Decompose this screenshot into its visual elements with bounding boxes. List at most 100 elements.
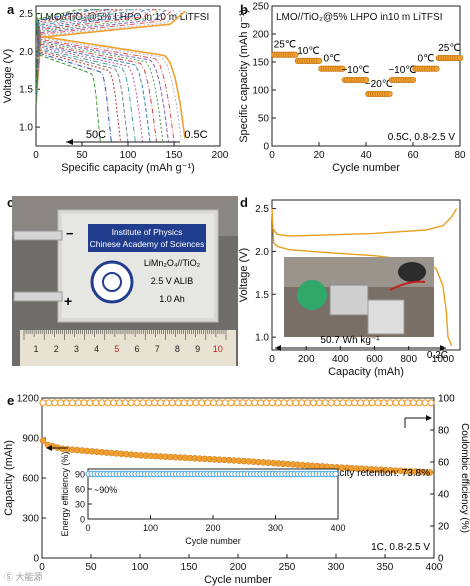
charge-curve-r2 [35,9,182,105]
ce-point [39,399,47,407]
ce-point [80,399,88,407]
ce-point [121,399,129,407]
x-tick-label: 0 [269,354,275,365]
ruler-number: 1 [33,344,38,354]
ce-point [227,399,235,407]
ce-point [362,399,370,407]
capacity-point [339,65,346,72]
ce-point [109,399,118,407]
capacity-point [456,54,464,62]
x-tick-label: 0 [85,523,90,533]
ce-point [192,399,200,407]
x-axis-label: Specific capacity (mAh g⁻¹) [61,162,195,174]
ce-point [398,399,406,407]
inset-bg [88,469,338,519]
ce-point [239,399,247,407]
annotation-50C: 50C [86,129,106,141]
ce-point [168,399,176,407]
panel-letter: e [7,393,14,408]
ce-point [256,399,265,407]
y2-tick-label: 60 [438,458,450,469]
ce-point [298,399,306,407]
panel-letter: a [7,2,15,17]
x-tick-label: 300 [328,562,345,573]
y-tick-label: 2.5 [255,204,269,215]
x-tick-label: 200 [230,562,247,573]
y2-tick-label: 0 [438,554,444,565]
ce-point [204,399,212,407]
y-tick-label: 0 [80,515,85,525]
charge-curve-r3 [35,9,175,105]
condition-note: 0.5C, 0.8-2.5 V [388,132,456,143]
y-tick-label: 0 [33,554,39,565]
x-tick-label: 60 [407,150,419,161]
y2-tick-label: 20 [438,522,450,533]
x-tick-label: 0 [39,562,45,573]
ee-point [332,470,339,478]
ruler-number: 5 [114,344,119,354]
ce-point [421,399,429,407]
charge-curve-r10 [35,9,128,105]
x-tick-label: 0 [269,150,275,161]
y-tick-label: 1.0 [19,123,33,134]
battery-in-photo [367,299,405,335]
capacity-axis-arrowhead [46,445,52,451]
ce-point [245,399,253,407]
ce-point [262,399,271,407]
ce-point [427,399,435,407]
ce-point [151,399,159,407]
capacity-point [39,437,47,444]
ruler-number: 2 [54,344,59,354]
x-tick-label: 200 [298,354,315,365]
ce-point [403,399,412,407]
y2-tick-label: 100 [438,394,455,405]
ce-point [74,399,82,407]
ce-point [351,399,359,407]
x-tick-label: 50 [85,562,97,573]
discharge-curve-r11 [35,13,122,143]
ce-point [309,399,318,407]
discharge-curve-r12 [35,13,112,143]
condition-note: 1C, 0.8-2.5 V [371,542,430,553]
temp-label: 25℃ [438,43,460,54]
ce-point [45,399,53,407]
ce-point [409,399,418,407]
ce-point [98,399,106,407]
y-tick-label: 1.5 [255,290,269,301]
temp-label: 0℃ [324,54,341,65]
ce-point [286,399,294,407]
ce-point [368,399,376,407]
ce-point [303,399,312,407]
discharge-curve-r7 [35,13,151,143]
ce-point [356,399,365,407]
ce-point [374,399,382,407]
discharge-curve-r6 [35,13,157,143]
y-tick-label: 1200 [17,394,40,405]
x-tick-label: 400 [426,562,443,573]
x-tick-label: 200 [212,150,229,161]
ce-point [274,399,282,407]
y2-tick-label: 40 [438,490,450,501]
positive-tab [13,291,63,302]
ce-point [156,399,165,407]
y-tick-label: 900 [22,434,39,445]
panel-b: 0 20 40 60 80 0 50 100 150 200 250 Cycle number Spec… [238,2,466,175]
fan-base [329,284,369,316]
ce-point [292,399,300,407]
fan [297,280,327,310]
panel-c-photo: − + Institute of Physics Chinese Academy of… [12,196,238,366]
ce-point [51,399,59,407]
x-axis-label: Cycle number [185,536,241,546]
temp-label: −10℃ [388,65,416,76]
x-axis-label: Capacity (mAh) [328,366,404,378]
discharge-curve-0.5C [35,13,186,139]
charge-curve-r4 [35,9,169,105]
energy-arrow-left [275,345,281,351]
x-tick-label: 100 [120,150,137,161]
ce-point [62,399,71,407]
panel-e: 0 50 100 150 200 250 300 350 40003006009001200Cy… [3,394,470,586]
discharge-curve-r5 [35,13,164,143]
y-tick-label: 2.0 [19,47,33,58]
panel-d: 0 200 400 600 800 1000 1.0 1.5 2.0 2.5 Capacity (m… [238,199,461,378]
